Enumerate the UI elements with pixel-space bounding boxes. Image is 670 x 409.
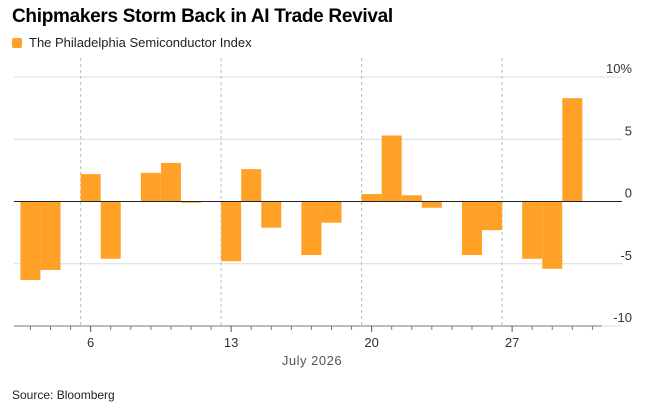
y-tick-label: 5	[625, 123, 632, 138]
source-note: Source: Bloomberg	[12, 388, 115, 402]
bar	[301, 201, 322, 256]
bar	[261, 201, 282, 228]
bar	[100, 201, 121, 259]
bar	[80, 174, 101, 202]
y-tick-label: -10	[613, 310, 632, 325]
bar	[361, 194, 382, 202]
y-tick-label: 10%	[606, 61, 632, 76]
y-tick-label: -5	[620, 248, 632, 263]
x-tick-label: 20	[364, 335, 378, 350]
x-tick-label: 13	[224, 335, 238, 350]
bar	[381, 135, 402, 202]
bar	[562, 98, 583, 202]
bar	[522, 201, 543, 259]
bar	[461, 201, 482, 256]
x-tick-label: 6	[87, 335, 94, 350]
chart-title: Chipmakers Storm Back in AI Trade Reviva…	[12, 6, 393, 27]
bar	[221, 201, 242, 262]
bar	[160, 162, 181, 202]
legend: The Philadelphia Semiconductor Index	[12, 35, 252, 50]
bar	[40, 201, 61, 270]
bar	[542, 201, 563, 269]
legend-label: The Philadelphia Semiconductor Index	[29, 35, 252, 50]
bar	[482, 201, 503, 231]
bar	[321, 201, 342, 223]
bar	[140, 172, 161, 202]
x-tick-label: 27	[505, 335, 519, 350]
legend-swatch	[12, 37, 22, 48]
bar	[181, 201, 202, 203]
bar	[421, 201, 442, 208]
bar	[401, 195, 422, 202]
bar	[20, 201, 41, 280]
bar	[241, 169, 262, 202]
y-tick-label: 0	[625, 186, 632, 201]
x-axis-label: July 2026	[282, 353, 342, 368]
